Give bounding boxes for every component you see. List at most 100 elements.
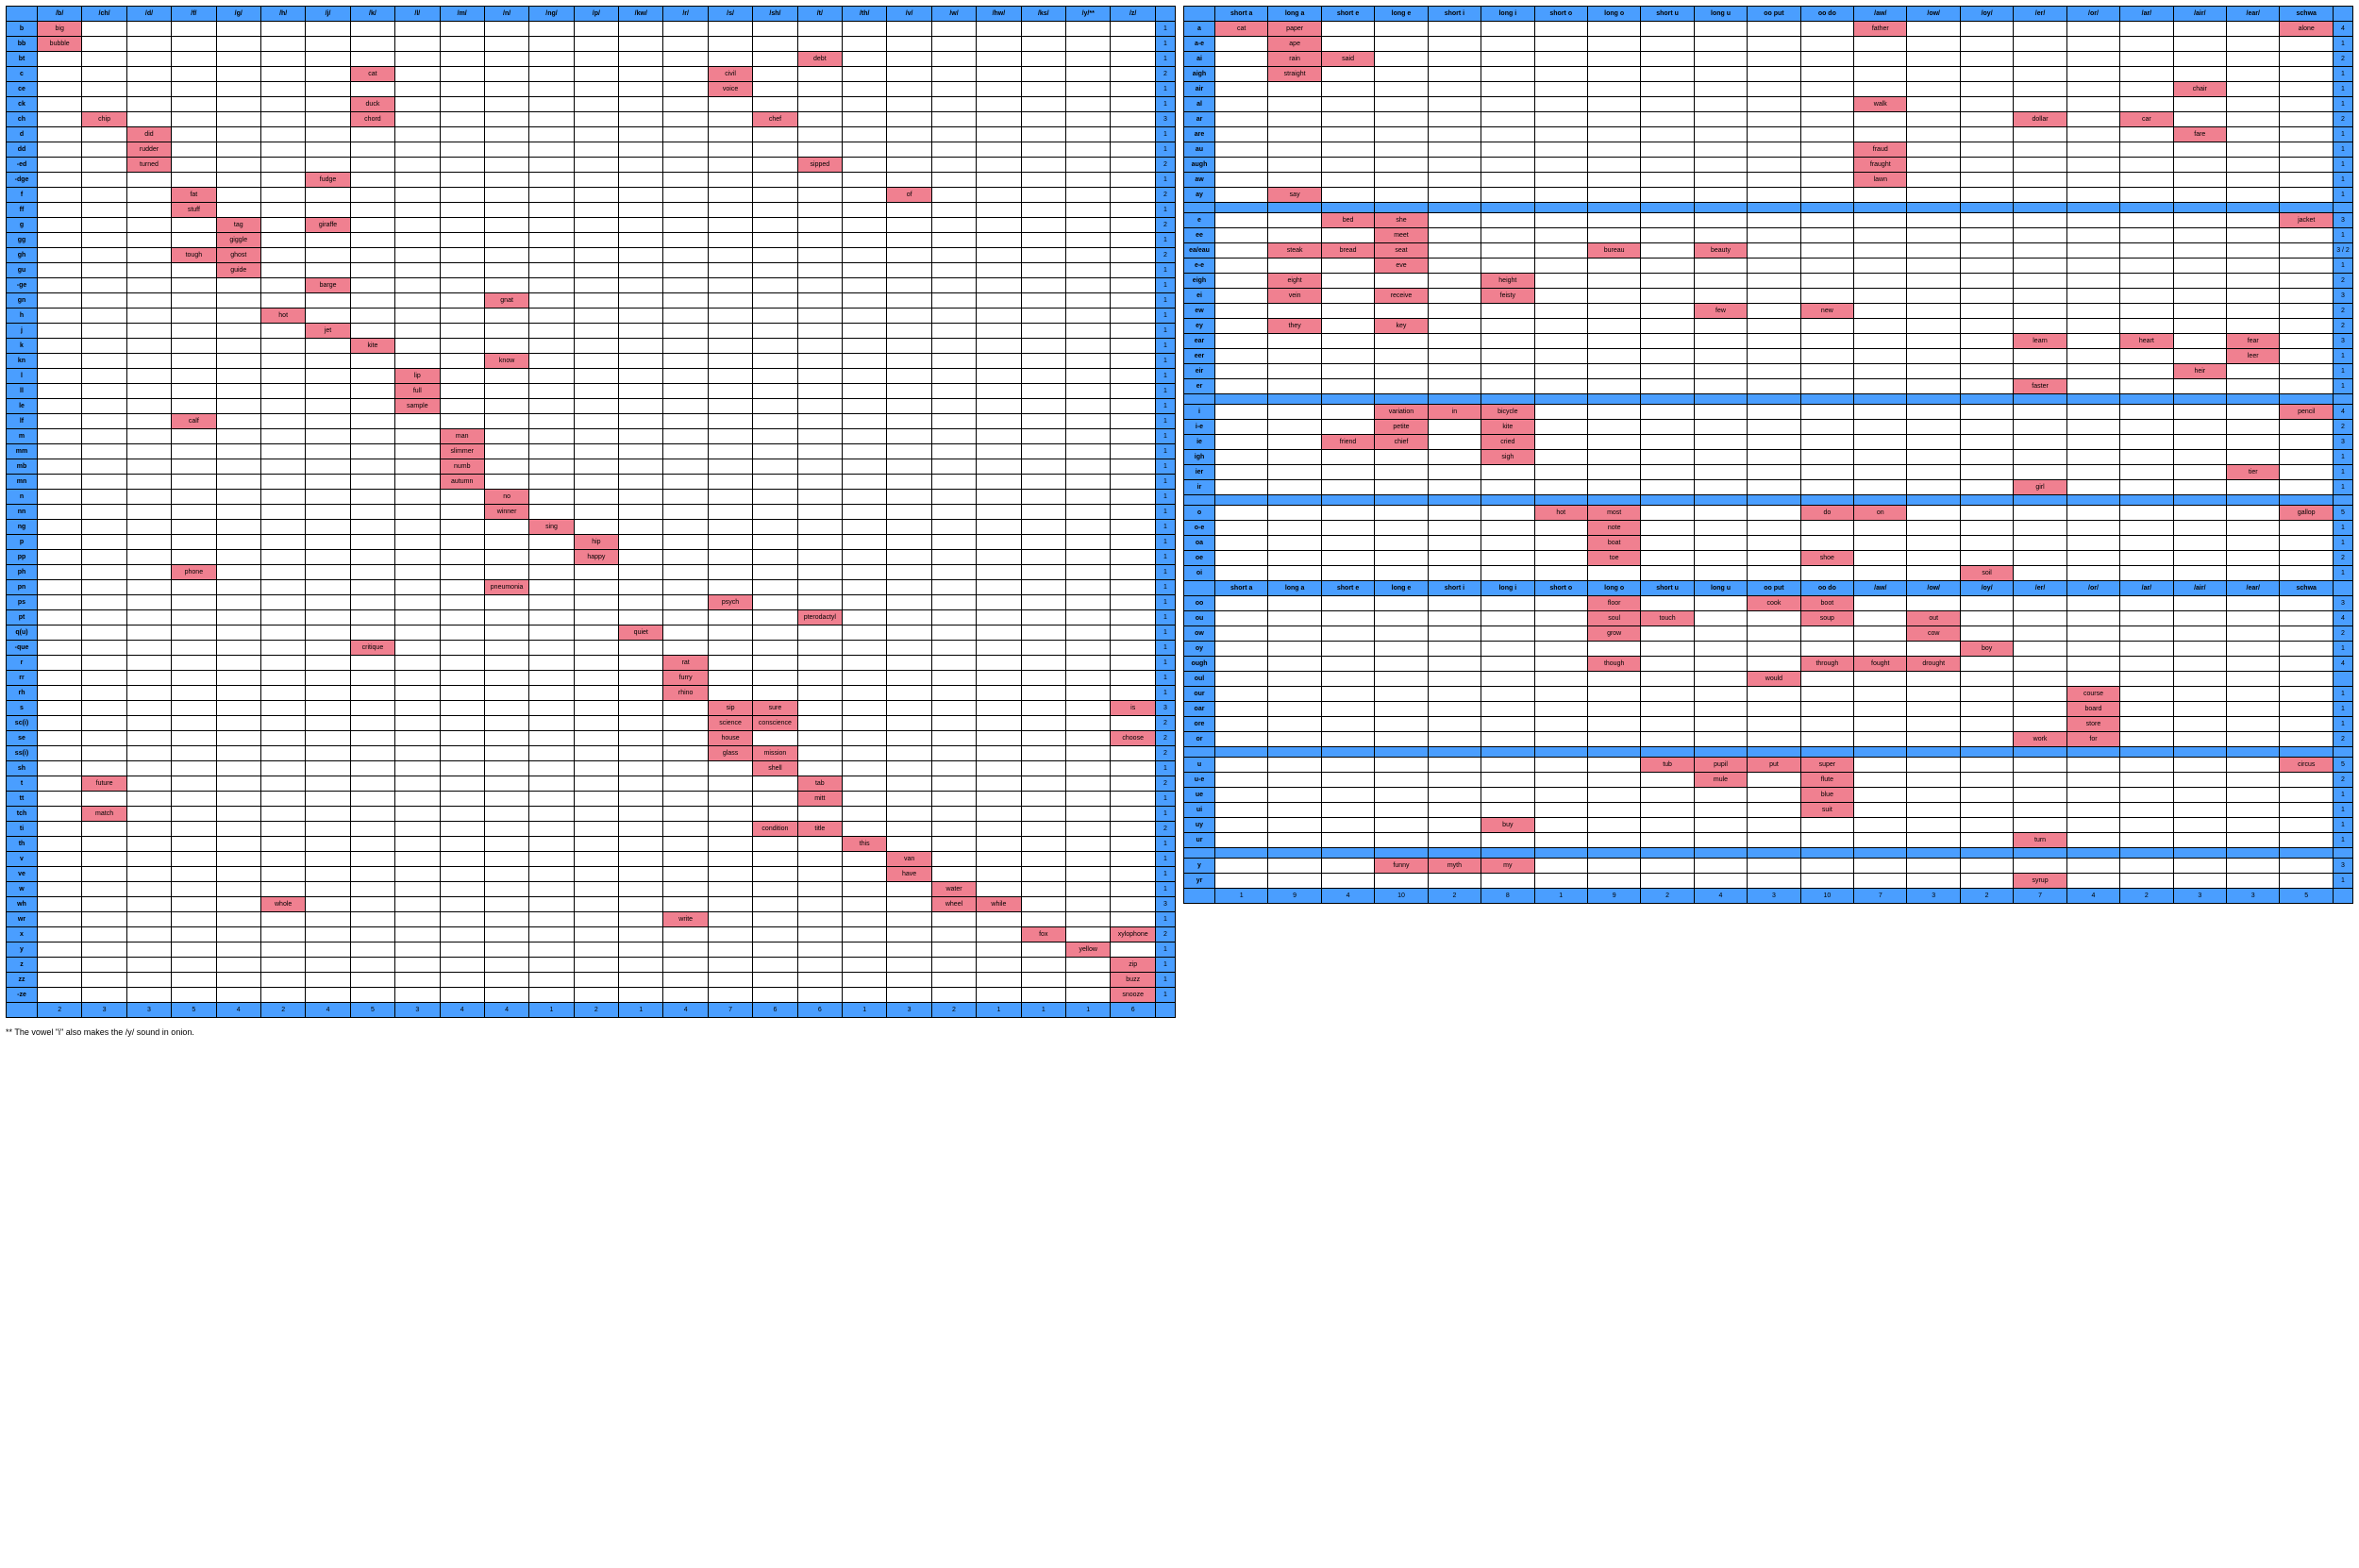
col-header: /ng/ — [529, 7, 574, 22]
col-header: short u — [1641, 7, 1694, 22]
cell — [2280, 319, 2334, 334]
cell — [931, 942, 976, 958]
cell — [484, 671, 528, 686]
cell — [1481, 188, 1534, 203]
cell — [260, 278, 305, 293]
cell — [350, 414, 394, 429]
cell — [1065, 233, 1110, 248]
cell — [1321, 349, 1374, 364]
cell — [38, 173, 82, 188]
cell — [574, 686, 618, 701]
cell — [1321, 551, 1374, 566]
cell — [126, 912, 171, 927]
cell — [1065, 580, 1110, 595]
cell — [2066, 97, 2119, 112]
row-label: bb — [7, 37, 38, 52]
cell — [395, 112, 440, 127]
cell — [2014, 435, 2066, 450]
row-count: 3 — [2334, 859, 2353, 874]
cell: straight — [1268, 67, 1321, 82]
cell — [1481, 803, 1534, 818]
cell — [2014, 536, 2066, 551]
cell — [395, 127, 440, 142]
cell — [440, 354, 484, 369]
footnote: ** The vowel "i" also makes the /y/ soun… — [6, 1027, 1176, 1037]
cell — [1268, 349, 1321, 364]
cell — [1907, 405, 1960, 420]
cell — [350, 158, 394, 173]
cell — [1854, 521, 1907, 536]
cell — [2227, 833, 2280, 848]
cell: soul — [1587, 611, 1640, 626]
cell: touch — [1641, 611, 1694, 626]
cell — [1321, 717, 1374, 732]
cell — [708, 22, 752, 37]
cell — [440, 82, 484, 97]
row-label: eigh — [1184, 274, 1215, 289]
cell — [1800, 420, 1853, 435]
cell — [1065, 505, 1110, 520]
cell — [260, 67, 305, 82]
cell — [2280, 536, 2334, 551]
separator-cell — [1268, 848, 1321, 859]
row-count: 1 — [2334, 142, 2353, 158]
cell — [172, 158, 216, 173]
cell — [2227, 405, 2280, 420]
cell — [82, 22, 126, 37]
cell — [260, 127, 305, 142]
row-count: 1 — [1156, 641, 1176, 656]
cell: pencil — [2280, 405, 2334, 420]
cell — [977, 459, 1021, 475]
cell — [395, 852, 440, 867]
cell — [126, 882, 171, 897]
cell: toe — [1587, 551, 1640, 566]
cell — [1587, 349, 1640, 364]
cell — [797, 293, 842, 309]
cell — [619, 97, 663, 112]
row-label: -que — [7, 641, 38, 656]
cell — [1481, 611, 1534, 626]
cell — [1694, 22, 1747, 37]
cell — [2173, 672, 2226, 687]
cell — [484, 550, 528, 565]
cell — [1641, 596, 1694, 611]
cell — [216, 444, 260, 459]
cell — [708, 127, 752, 142]
cell — [574, 399, 618, 414]
cell — [1960, 243, 2013, 259]
cell — [1800, 687, 1853, 702]
cell — [1481, 97, 1534, 112]
cell — [1428, 732, 1481, 747]
cell: happy — [574, 550, 618, 565]
cell — [440, 807, 484, 822]
cell — [306, 927, 350, 942]
row-label: ph — [7, 565, 38, 580]
cell — [1215, 289, 1268, 304]
cell — [350, 293, 394, 309]
cell — [350, 444, 394, 459]
cell — [529, 203, 574, 218]
cell — [2173, 480, 2226, 495]
cell — [216, 309, 260, 324]
cell — [82, 610, 126, 626]
cell — [1065, 384, 1110, 399]
cell — [1268, 420, 1321, 435]
cell — [977, 867, 1021, 882]
cell — [126, 852, 171, 867]
row-label: -dge — [7, 173, 38, 188]
cell — [1481, 67, 1534, 82]
cell — [395, 626, 440, 641]
cell: rain — [1268, 52, 1321, 67]
cell — [2066, 672, 2119, 687]
col-header: /y/** — [1065, 7, 1110, 22]
cell — [1428, 773, 1481, 788]
separator-cell — [2227, 203, 2280, 213]
cell — [1534, 37, 1587, 52]
cell — [931, 127, 976, 142]
cell — [574, 339, 618, 354]
cell — [931, 595, 976, 610]
cell — [753, 188, 797, 203]
cell — [931, 369, 976, 384]
cell — [126, 761, 171, 776]
separator-cell — [2066, 203, 2119, 213]
